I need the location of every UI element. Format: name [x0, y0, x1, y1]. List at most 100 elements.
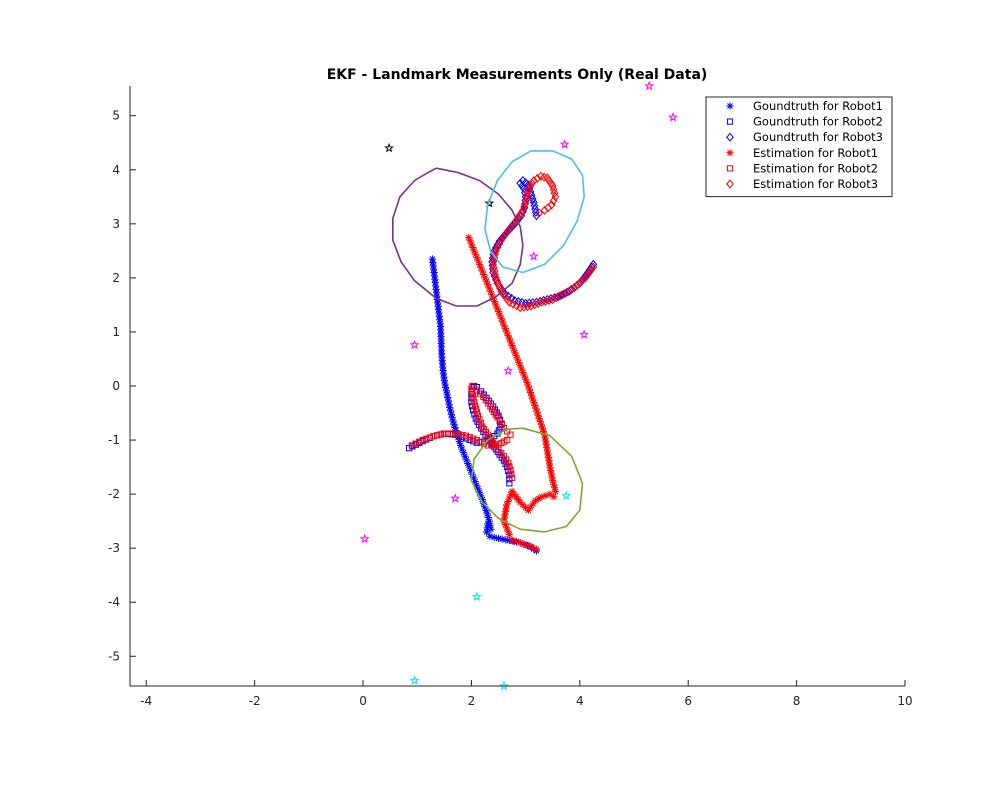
point-0-13-2	[455, 437, 463, 446]
point-3-8-2	[511, 348, 519, 356]
point-3-19	[550, 493, 558, 501]
point-3-23	[524, 506, 532, 514]
point-0-9	[440, 376, 448, 385]
point-4-20-2	[477, 438, 484, 445]
series-9	[391, 167, 524, 307]
point-0-21-1	[486, 521, 494, 529]
point-3-20-1	[542, 491, 550, 500]
point-3-0-2	[467, 240, 476, 248]
point-3-16-1	[547, 466, 555, 475]
point-5-2-2	[563, 287, 572, 297]
point-3-12-1	[531, 401, 539, 410]
point-0-26-1	[498, 535, 506, 543]
point-2-3-1	[561, 288, 570, 298]
point-3-4-3	[490, 297, 499, 306]
point-0-18	[474, 485, 482, 493]
x-tick-label: -4	[140, 694, 152, 708]
point-3-6-3	[501, 324, 509, 333]
legend-marker-4	[726, 165, 734, 172]
point-4-21-1	[470, 435, 477, 442]
point-3-7	[503, 328, 511, 336]
point-6-4	[409, 339, 420, 350]
point-4-26-1	[415, 438, 423, 445]
point-3-5-2	[494, 308, 503, 316]
legend-marker-3	[726, 149, 734, 157]
point-0-10-1	[444, 393, 452, 402]
point-5-15	[512, 216, 520, 226]
point-0-9-2	[442, 383, 450, 391]
y-tick-label: -3	[108, 541, 120, 555]
point-3-11-2	[526, 388, 535, 397]
x-tick-label: 0	[359, 694, 367, 708]
point-4-8-1	[473, 409, 481, 416]
point-3-14-1	[541, 434, 549, 442]
point-4-25	[430, 433, 437, 440]
x-tick-label: 2	[468, 694, 476, 708]
point-2-13-2	[493, 239, 502, 249]
point-3-17	[549, 476, 557, 485]
point-5-23-1	[549, 196, 558, 206]
legend-label-3: Estimation for Robot1	[753, 146, 878, 160]
point-3-10-3	[523, 379, 531, 387]
point-3-5-3	[496, 311, 504, 319]
point-3-1-3	[474, 257, 482, 265]
point-6-0	[644, 80, 655, 91]
point-5-8-2	[501, 292, 510, 302]
point-3-21-1	[535, 495, 543, 503]
point-3-22-2	[527, 503, 535, 511]
point-4-8-2	[472, 405, 480, 413]
series-8	[409, 490, 572, 691]
point-3-11-1	[525, 385, 534, 393]
point-5-12-1	[493, 242, 502, 252]
point-0-12	[449, 417, 457, 425]
point-5-3-2	[552, 293, 561, 303]
point-0-11	[446, 404, 454, 412]
point-4-22	[462, 432, 470, 439]
point-3-13	[535, 414, 543, 423]
point-0-19-2	[481, 503, 489, 511]
point-3-8-1	[509, 345, 518, 353]
point-5-7-2	[509, 299, 517, 309]
point-4-1	[507, 466, 514, 473]
point-7-0	[384, 142, 395, 153]
point-5-24-1	[544, 203, 552, 213]
point-0-9-1	[441, 380, 449, 388]
point-0-23-1	[483, 524, 491, 532]
legend-entry-0: Goundtruth for Robot1	[726, 99, 883, 113]
point-4-8-3	[471, 402, 479, 409]
point-5-22-1	[549, 185, 558, 195]
point-3-26-1	[502, 504, 510, 512]
point-5-15-3	[517, 208, 526, 218]
x-tick-label: 8	[793, 694, 801, 708]
point-5-24	[547, 200, 556, 210]
point-3-11	[524, 382, 532, 390]
point-0-23	[484, 520, 492, 528]
point-4-19	[495, 441, 502, 448]
legend-marker-5	[726, 179, 734, 189]
point-3-10	[519, 368, 527, 377]
point-5-12	[491, 246, 500, 256]
point-5-26	[535, 208, 544, 218]
point-3-29	[508, 536, 516, 544]
legend-label-1: Goundtruth for Robot2	[753, 115, 883, 129]
covariance-ellipse-11	[470, 427, 584, 533]
legend-entry-4: Estimation for Robot2	[726, 161, 878, 175]
point-5-2	[570, 283, 579, 293]
point-0-11-2	[447, 410, 455, 418]
point-3-31	[524, 541, 532, 550]
point-0-14-1	[458, 445, 466, 453]
point-5-22-2	[550, 188, 559, 198]
point-8-1	[471, 591, 482, 602]
point-3-12-4	[534, 411, 542, 419]
legend-entry-5: Estimation for Robot3	[726, 177, 878, 191]
point-4-0	[508, 474, 516, 481]
legend-marker-0	[726, 102, 734, 110]
point-2-14	[495, 236, 504, 246]
point-3-26-3	[501, 511, 509, 519]
point-4-24-1	[437, 431, 444, 438]
point-6-1	[668, 112, 679, 122]
point-0-25	[486, 532, 494, 540]
point-3-6-1	[498, 318, 507, 326]
point-3-2	[475, 260, 484, 268]
